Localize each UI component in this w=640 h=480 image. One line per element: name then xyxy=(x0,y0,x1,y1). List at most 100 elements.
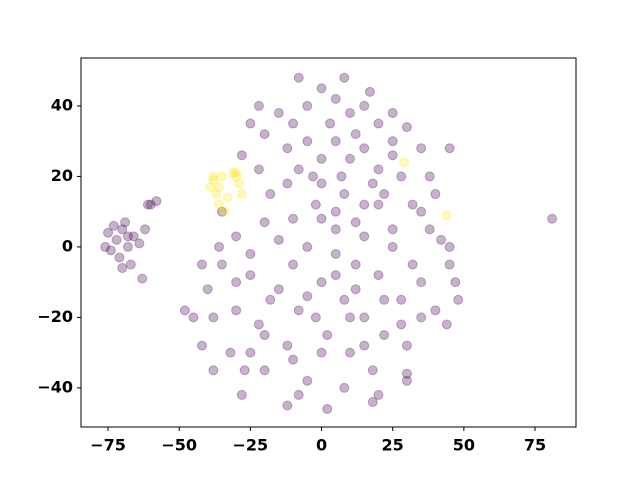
scatter-point xyxy=(330,93,341,104)
scatter-point xyxy=(316,213,327,224)
scatter-point xyxy=(444,143,455,154)
scatter-point xyxy=(216,206,227,217)
scatter-point xyxy=(373,389,384,400)
scatter-point xyxy=(259,217,270,228)
scatter-point xyxy=(441,210,452,221)
scatter-point xyxy=(373,270,384,281)
scatter-point xyxy=(401,340,412,351)
scatter-point xyxy=(142,199,153,210)
scatter-point xyxy=(359,143,370,154)
scatter-point xyxy=(282,400,293,411)
scatter-point xyxy=(288,354,299,365)
x-tick-label: 50 xyxy=(453,436,475,455)
scatter-point xyxy=(216,259,227,270)
scatter-point xyxy=(350,284,361,295)
scatter-point xyxy=(120,217,131,228)
scatter-point xyxy=(316,178,327,189)
scatter-point xyxy=(367,396,378,407)
scatter-point xyxy=(265,294,276,305)
y-tick-label: 0 xyxy=(62,236,73,255)
scatter-point xyxy=(444,241,455,252)
scatter-point xyxy=(273,284,284,295)
scatter-point xyxy=(387,150,398,161)
plot-frame xyxy=(80,57,577,428)
x-tick-label: −50 xyxy=(161,436,197,455)
scatter-point xyxy=(196,259,207,270)
scatter-point xyxy=(259,129,270,140)
x-tick-label: −25 xyxy=(233,436,269,455)
scatter-point xyxy=(151,196,162,207)
scatter-point xyxy=(339,189,350,200)
scatter-point xyxy=(302,136,313,147)
scatter-point xyxy=(265,189,276,200)
scatter-point xyxy=(396,319,407,330)
scatter-point xyxy=(430,305,441,316)
scatter-point xyxy=(134,238,145,249)
scatter-point xyxy=(310,199,321,210)
scatter-point xyxy=(453,294,464,305)
scatter-point xyxy=(288,259,299,270)
scatter-point xyxy=(416,206,427,217)
scatter-point xyxy=(214,181,225,192)
scatter-point xyxy=(401,375,412,386)
y-tick-label: −20 xyxy=(37,307,73,326)
scatter-point xyxy=(219,206,230,217)
scatter-point xyxy=(547,213,558,224)
scatter-point xyxy=(302,241,313,252)
scatter-point xyxy=(208,174,219,185)
scatter-point xyxy=(228,167,239,178)
scatter-point xyxy=(441,319,452,330)
x-tick-label: 0 xyxy=(316,436,327,455)
scatter-point xyxy=(302,100,313,111)
scatter-point xyxy=(322,330,333,341)
scatter-point xyxy=(424,171,435,182)
scatter-point xyxy=(231,305,242,316)
scatter-point xyxy=(322,404,333,415)
scatter-point xyxy=(359,199,370,210)
y-tick-label: 40 xyxy=(51,95,73,114)
scatter-point xyxy=(253,164,264,175)
scatter-point xyxy=(122,231,133,242)
scatter-point xyxy=(236,150,247,161)
scatter-point xyxy=(396,294,407,305)
scatter-point xyxy=(307,171,318,182)
scatter-point xyxy=(100,241,111,252)
scatter-point xyxy=(208,171,219,182)
scatter-point xyxy=(231,171,242,182)
scatter-point xyxy=(310,312,321,323)
scatter-point xyxy=(111,234,122,245)
scatter-point xyxy=(367,365,378,376)
scatter-point xyxy=(103,227,114,238)
scatter-point xyxy=(222,192,233,203)
scatter-point xyxy=(208,365,219,376)
scatter-point xyxy=(344,107,355,118)
scatter-point xyxy=(282,143,293,154)
scatter-point xyxy=(245,347,256,358)
scatter-point xyxy=(273,234,284,245)
scatter-point xyxy=(339,294,350,305)
y-tick-label: 20 xyxy=(51,166,73,185)
scatter-point xyxy=(145,199,156,210)
scatter-point xyxy=(430,189,441,200)
scatter-point xyxy=(344,312,355,323)
scatter-point xyxy=(196,340,207,351)
scatter-point xyxy=(387,241,398,252)
scatter-point xyxy=(325,118,336,129)
scatter-point xyxy=(211,189,222,200)
scatter-point xyxy=(359,231,370,242)
scatter-point xyxy=(108,220,119,231)
scatter-point xyxy=(339,72,350,83)
scatter-point xyxy=(236,389,247,400)
scatter-point xyxy=(117,224,128,235)
scatter-point xyxy=(293,72,304,83)
scatter-point xyxy=(416,143,427,154)
scatter-point xyxy=(344,347,355,358)
scatter-point xyxy=(293,164,304,175)
scatter-point xyxy=(225,347,236,358)
scatter-point xyxy=(302,291,313,302)
scatter-point xyxy=(330,270,341,281)
scatter-point xyxy=(379,330,390,341)
scatter-point xyxy=(214,199,225,210)
scatter-point xyxy=(359,340,370,351)
scatter-point xyxy=(387,224,398,235)
